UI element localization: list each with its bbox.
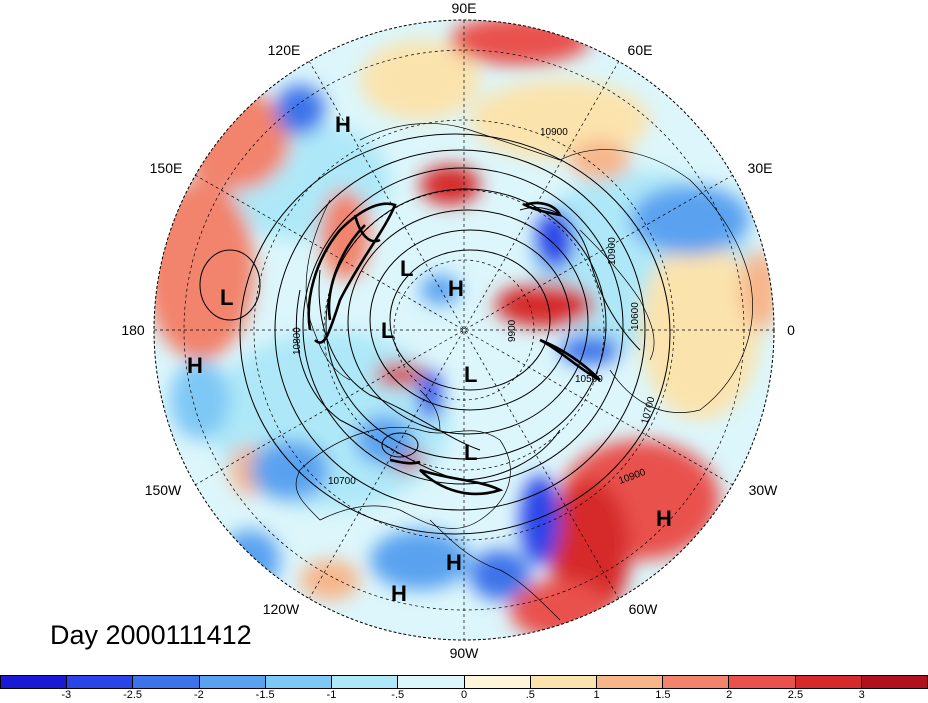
lon-label-30w: 30W xyxy=(749,482,779,498)
height-contours xyxy=(199,133,671,535)
colorbar-cell xyxy=(530,676,597,688)
colorbar-cell xyxy=(596,676,664,688)
jet-contours xyxy=(307,201,601,496)
pressure-systems: H L H L H L L L H H H xyxy=(187,112,672,606)
colorbar-cell xyxy=(1,676,68,688)
colorbar-cell xyxy=(265,676,333,688)
colorbar-tick-label: 2 xyxy=(726,689,733,701)
pressure-system-low: L xyxy=(400,256,413,281)
colorbar-tick-label: -3 xyxy=(61,689,72,701)
contour-label: 9900 xyxy=(507,319,518,342)
colorbar-cell xyxy=(133,676,200,688)
pressure-system-high: H xyxy=(187,353,203,378)
colorbar-tick-label: -1.5 xyxy=(255,689,275,701)
colorbar-tick-label: -1 xyxy=(326,689,337,701)
day-title: Day 2000111412 xyxy=(50,620,252,650)
colorbar-cell xyxy=(663,676,730,688)
contour-label: 10800 xyxy=(292,327,303,355)
lon-label-150w: 150W xyxy=(145,482,182,498)
colorbar xyxy=(0,675,928,689)
colorbar-tick-label: -.5 xyxy=(391,689,405,701)
pressure-system-high: H xyxy=(448,276,464,301)
colorbar-cell xyxy=(795,676,862,688)
lon-label-30e: 30E xyxy=(748,160,773,176)
pressure-system-low: L xyxy=(220,285,233,310)
colorbar-tick-label: 1.5 xyxy=(655,689,671,701)
lon-label-120e: 120E xyxy=(268,42,301,58)
colorbar-cell xyxy=(199,676,266,688)
pressure-system-high: H xyxy=(446,550,462,575)
colorbar-tick-label: 2.5 xyxy=(787,689,804,701)
pressure-system-low: L xyxy=(381,318,394,343)
colorbar-cell xyxy=(861,676,928,688)
longitude-labels: 90E 120E 60E 150E 30E 180 0 150W 30W 120… xyxy=(121,0,795,661)
graticule xyxy=(154,20,774,640)
contour-label: 10500 xyxy=(575,374,603,385)
colorbar-tick-label: -2 xyxy=(193,689,204,701)
pressure-system-high: H xyxy=(335,112,351,137)
contour-label: 10900 xyxy=(540,127,568,138)
colorbar-tick-label: -2.5 xyxy=(123,689,143,701)
colorbar-tick-label: 1 xyxy=(593,689,600,701)
colorbar-cell xyxy=(464,676,531,688)
lon-label-60w: 60W xyxy=(629,601,659,617)
colorbar-cell xyxy=(398,676,465,688)
pressure-system-low: L xyxy=(464,440,477,465)
pressure-system-high: H xyxy=(391,581,407,606)
pressure-system-high: H xyxy=(656,506,672,531)
contour-label: 10900 xyxy=(607,237,618,265)
lon-label-0: 0 xyxy=(787,322,795,338)
lon-label-90e: 90E xyxy=(452,0,477,16)
lon-label-180: 180 xyxy=(121,322,145,338)
colorbar-ticks: -3 -2.5 -2 -1.5 -1 -.5 0 .5 1 1.5 2 2.5 3 xyxy=(0,689,928,703)
lon-label-150e: 150E xyxy=(150,160,183,176)
colorbar-tick-label: .5 xyxy=(525,689,535,701)
lon-label-60e: 60E xyxy=(628,42,653,58)
colorbar-tick-label: 3 xyxy=(858,689,865,701)
lon-label-120w: 120W xyxy=(263,601,300,617)
colorbar-cell xyxy=(67,676,134,688)
contour-label: 10700 xyxy=(328,476,356,487)
colorbar-cell xyxy=(332,676,399,688)
contour-label: 10600 xyxy=(630,302,641,330)
colorbar-tick-label: 0 xyxy=(460,689,468,701)
lon-label-90w: 90W xyxy=(450,645,480,661)
map-border xyxy=(153,19,775,641)
colorbar-cell xyxy=(729,676,796,688)
pressure-system-low: L xyxy=(464,362,477,387)
